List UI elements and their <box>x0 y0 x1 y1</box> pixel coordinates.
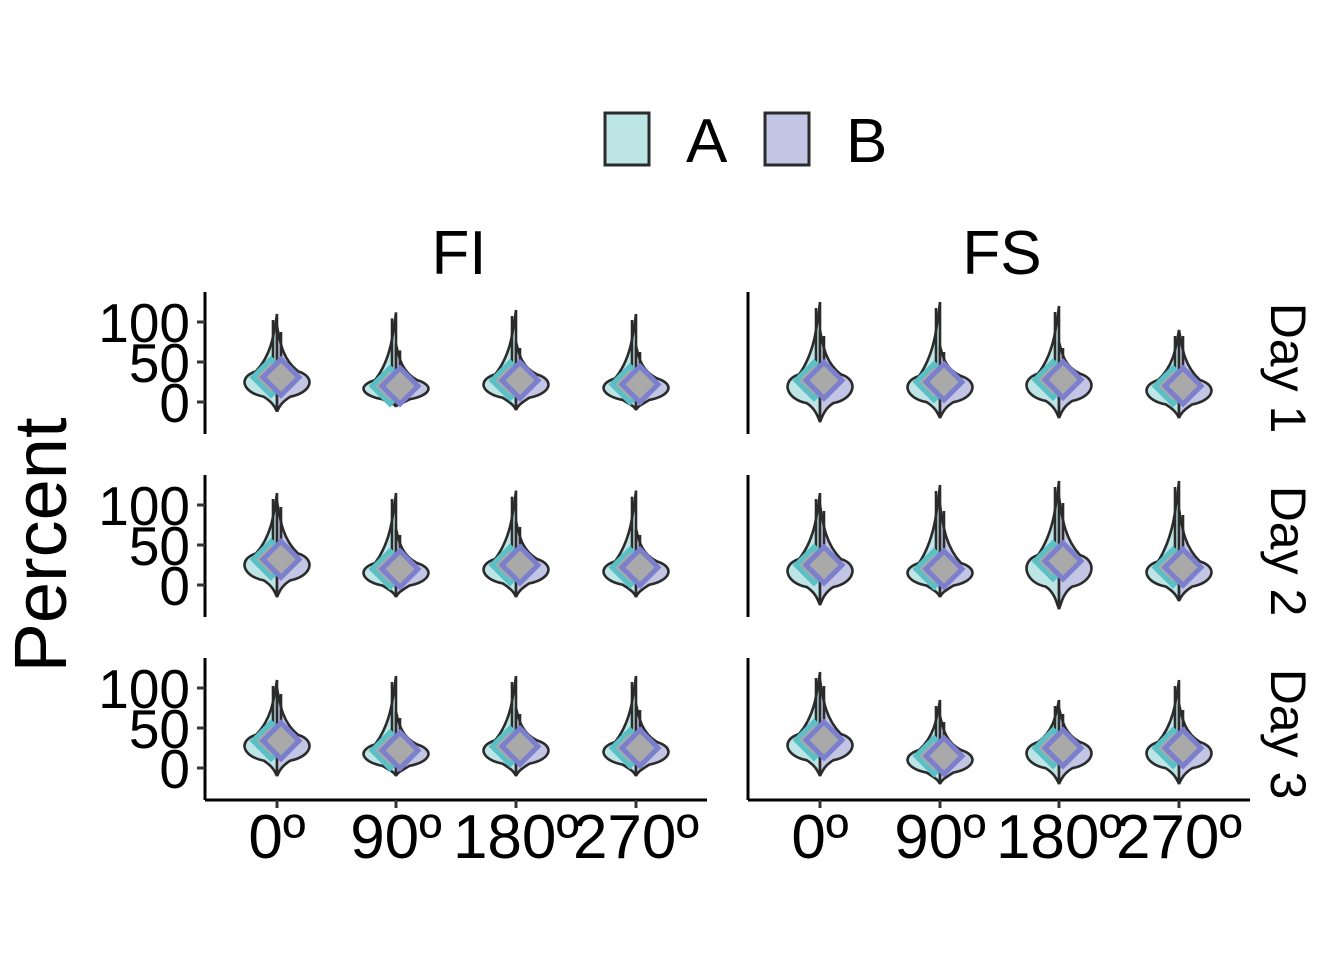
panel-fs-day-1 <box>746 292 1213 434</box>
mean-point-B <box>618 726 662 770</box>
violin-group-180º <box>1025 699 1093 785</box>
x-tick-label: 90º <box>894 803 986 872</box>
violin-group-0º <box>243 492 311 598</box>
y-tick-label: 100 <box>98 658 190 720</box>
violin-group-270º <box>1145 329 1213 419</box>
y-tick-label: 100 <box>98 475 190 537</box>
violin-group-90º <box>906 484 974 598</box>
mean-point-B <box>259 355 303 399</box>
mean-point-B <box>618 362 662 406</box>
mean-point-B <box>498 543 542 587</box>
y-tick-label: 50 <box>129 332 190 394</box>
violin-group-180º <box>482 490 550 598</box>
mean-point-B <box>1161 545 1205 589</box>
y-tick-label: 0 <box>159 372 190 434</box>
violin-group-0º <box>786 492 854 606</box>
x-tick-label: 270º <box>1116 803 1242 872</box>
violin-group-270º <box>602 313 670 411</box>
mean-point-B <box>1041 539 1085 583</box>
mean-point-B <box>259 719 303 763</box>
violin-group-90º <box>362 492 430 598</box>
mean-point-B <box>618 545 662 589</box>
mean-point-B <box>378 547 422 591</box>
violin-group-270º <box>1145 480 1213 602</box>
violin-group-90º <box>362 312 430 408</box>
violin-group-0º <box>243 313 311 413</box>
mean-point-B <box>378 364 422 408</box>
violin-group-0º <box>786 301 854 423</box>
x-tick-label: 270º <box>573 803 699 872</box>
violin-group-0º <box>786 671 854 777</box>
panel-fs-day-2 <box>746 475 1213 617</box>
y-tick-label: 50 <box>129 698 190 760</box>
violin-group-0º <box>243 679 311 777</box>
x-tick-label: 0º <box>791 803 848 872</box>
violin-group-90º <box>362 675 430 777</box>
x-tick-label: 180º <box>453 803 579 872</box>
mean-point-B <box>1041 358 1085 402</box>
facet-label-day-2: Day 2 <box>1260 486 1316 617</box>
mean-point-B <box>378 728 422 772</box>
mean-point-B <box>498 358 542 402</box>
facet-label-day-1: Day 1 <box>1260 303 1316 434</box>
mean-point-B <box>802 718 846 762</box>
mean-point-B <box>1041 726 1085 770</box>
x-tick-label: 180º <box>996 803 1122 872</box>
mean-point-B <box>1161 364 1205 408</box>
facet-label-FI: FI <box>431 219 486 288</box>
violin-group-180º <box>1025 305 1093 419</box>
violin-group-180º <box>482 675 550 777</box>
violin-group-270º <box>602 490 670 598</box>
violin-group-270º <box>1145 679 1213 785</box>
violin-group-270º <box>602 675 670 777</box>
mean-point-B <box>922 360 966 404</box>
violin-group-90º <box>906 699 974 785</box>
mean-point-B <box>498 724 542 768</box>
facet-label-day-3: Day 3 <box>1260 669 1316 800</box>
facet-label-FS: FS <box>962 219 1041 288</box>
legend-label-B: B <box>846 107 887 176</box>
legend-label-A: A <box>686 107 728 176</box>
mean-point-B <box>259 537 303 581</box>
y-tick-label: 50 <box>129 515 190 577</box>
violin-group-180º <box>1025 480 1093 610</box>
y-tick-label: 100 <box>98 292 190 354</box>
x-tick-label: 90º <box>350 803 442 872</box>
x-tick-label: 0º <box>248 803 305 872</box>
legend-key-A <box>603 111 651 167</box>
mean-point-B <box>1161 726 1205 770</box>
legend-key-B <box>763 111 811 167</box>
y-tick-label: 0 <box>159 738 190 800</box>
violin-group-180º <box>482 309 550 411</box>
mean-point-B <box>802 543 846 587</box>
mean-point-B <box>802 358 846 402</box>
y-axis-title: Percent <box>0 417 82 672</box>
violin-group-90º <box>906 301 974 419</box>
mean-point-B <box>922 734 966 778</box>
y-tick-label: 0 <box>159 555 190 617</box>
mean-point-B <box>922 547 966 591</box>
